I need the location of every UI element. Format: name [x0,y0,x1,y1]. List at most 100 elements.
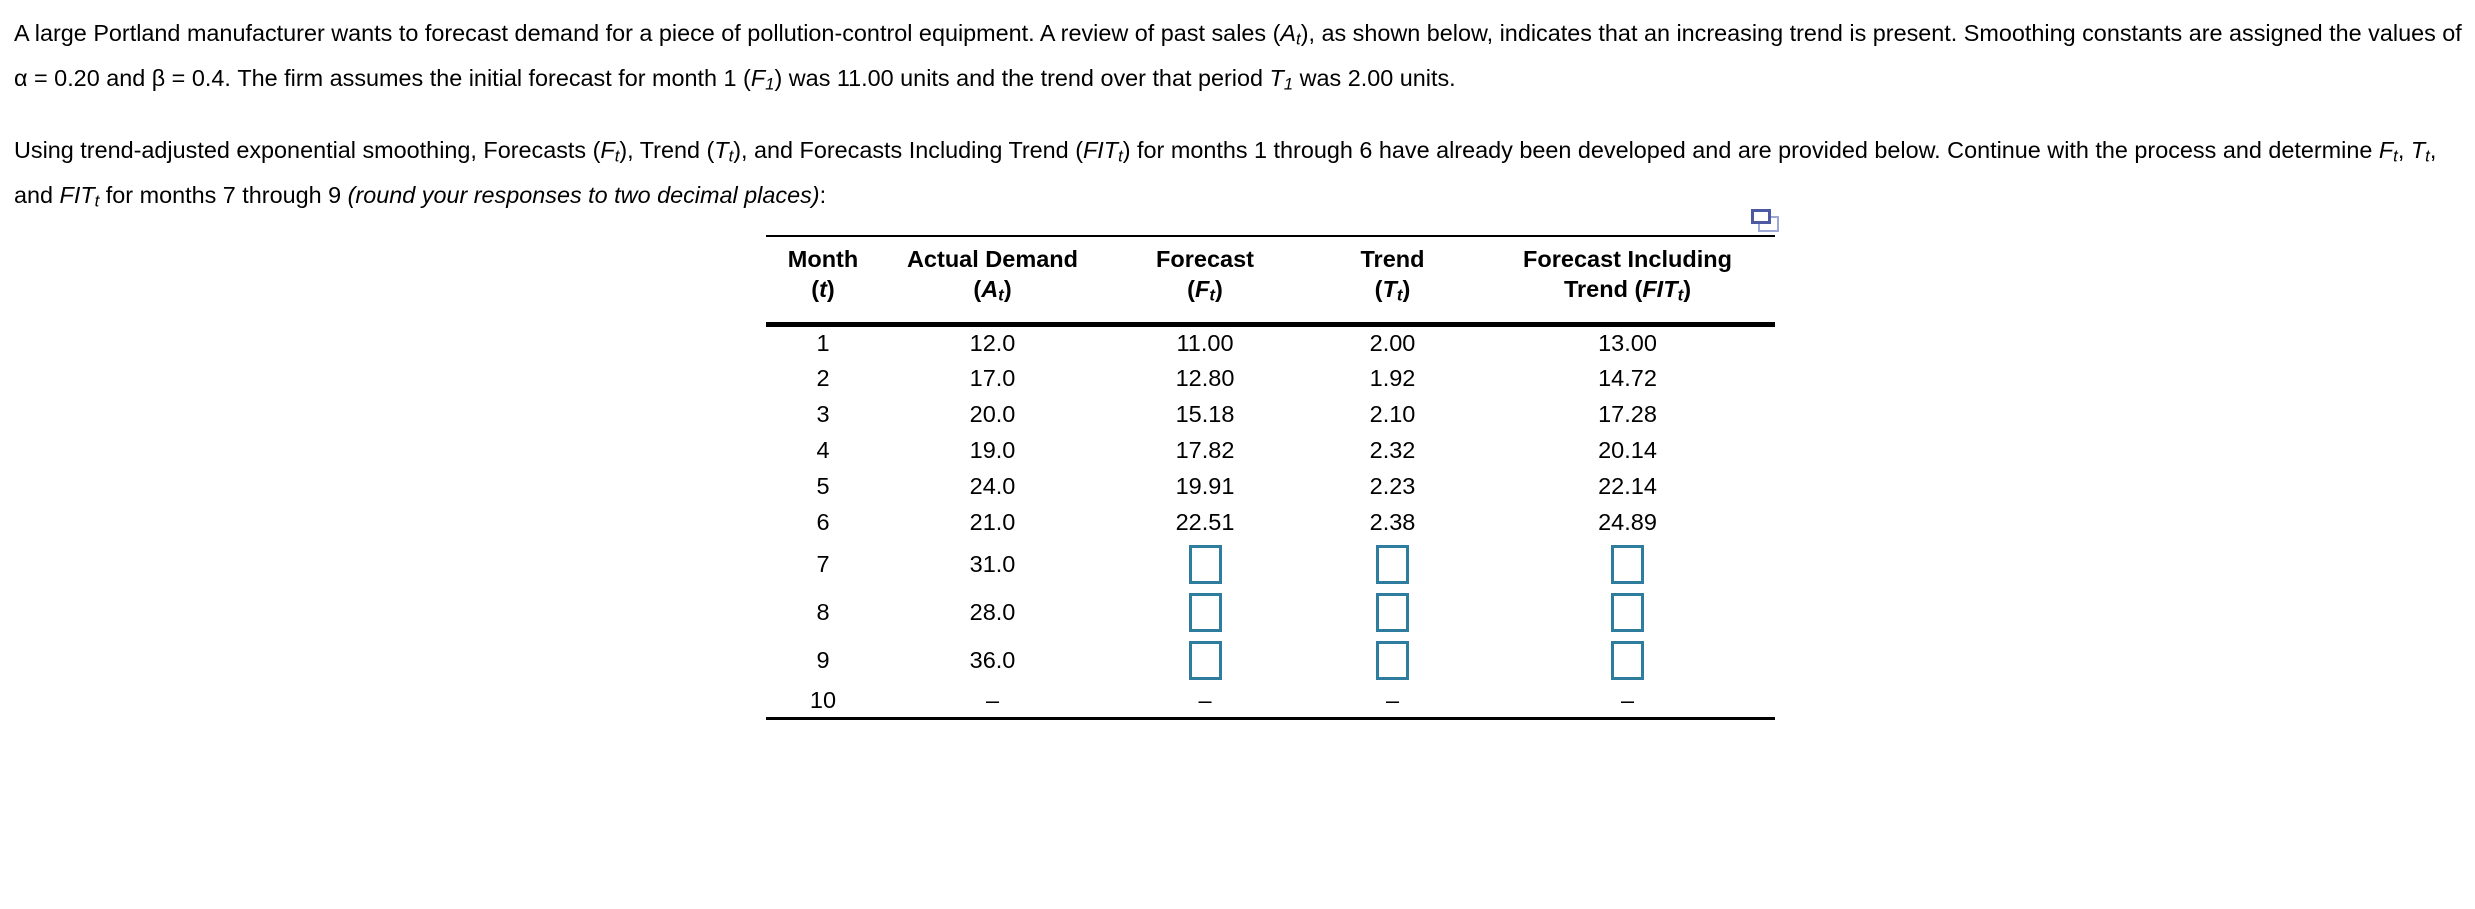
header-title: Forecast [1156,246,1254,272]
forecast-cell: 19.91 [1175,472,1235,499]
table-row: 9 36.0 [766,636,1775,684]
subscript: t [1677,285,1684,305]
month-cell: 2 [816,364,830,391]
text-run: ( [811,276,820,302]
trend-input-month-9[interactable] [1376,640,1409,680]
text-run: ) [1003,276,1012,302]
month-cell: 10 [766,684,880,720]
fit-input-month-8[interactable] [1611,592,1644,632]
month-cell: 3 [816,400,830,427]
trend-input-month-8[interactable] [1376,592,1409,632]
forecast-cell [1105,540,1305,588]
header-symbol: (At) [880,274,1105,311]
demand-forecast-table-wrap: Month (t) Actual Demand (At) Forecast (F… [766,234,1775,720]
subscript: t [1209,285,1215,305]
trend-cell: 2.38 [1369,508,1416,535]
fit-cell: 22.14 [1598,472,1657,499]
variable: F [2378,137,2394,164]
text-run: ) [1683,276,1692,302]
text-run: ) [1402,276,1411,302]
text-run: Trend ( [1563,276,1643,302]
forecast-cell [1105,636,1305,684]
text-run: ), and Forecasts Including Trend ( [733,137,1083,164]
text-run: was 2.00 units. [1293,64,1456,91]
table-row: 5 24.0 19.91 2.23 22.14 [766,468,1775,504]
header-symbol: (Ft) [1105,274,1305,311]
subscript: t [2393,147,2398,167]
forecast-cell: 12.80 [1175,364,1235,391]
fit-cell: – [1480,684,1775,720]
fit-cell: 17.28 [1598,400,1657,427]
trend-cell [1305,588,1480,636]
table-row: 1 12.0 11.00 2.00 13.00 [766,324,1775,360]
forecast-input-month-7[interactable] [1188,544,1222,584]
text-run: for months 7 through 9 [99,182,348,209]
text-run: ) [826,276,835,302]
subscript: t [94,191,100,211]
variable: T [1382,276,1397,302]
table-row: 10 – – – – [766,684,1775,720]
trend-cell: 2.23 [1369,472,1416,499]
trend-cell [1305,540,1480,588]
fit-cell [1480,540,1775,588]
table-row: 6 21.0 22.51 2.38 24.89 [766,504,1775,540]
month-cell: 4 [816,436,830,463]
demand-forecast-table: Month (t) Actual Demand (At) Forecast (F… [766,234,1775,720]
variable: T [2410,137,2426,164]
text-run: ( [1374,276,1383,302]
copy-table-icon[interactable] [1751,208,1780,234]
subscript: 1 [1283,74,1294,94]
month-cell: 1 [816,329,830,356]
fit-cell: 24.89 [1598,508,1657,535]
forecast-input-month-8[interactable] [1188,592,1222,632]
trend-cell: – [1305,684,1480,720]
italic-instruction: (round your responses to two decimal pla… [347,182,820,209]
variable: FIT [1082,137,1119,164]
header-title: Forecast Including [1523,246,1732,272]
text-run: Using trend-adjusted exponential smoothi… [14,137,601,164]
variable: F [600,137,615,164]
actual-demand-cell: 19.0 [969,436,1016,463]
forecast-cell: 17.82 [1175,436,1235,463]
actual-demand-cell: 36.0 [969,646,1016,673]
variable: T [1269,64,1284,91]
text-run: ( [973,276,982,302]
header-symbol: Trend (FITt) [1480,274,1775,311]
actual-demand-cell: 12.0 [969,329,1016,356]
forecast-cell: 22.51 [1175,508,1235,535]
text-run: ( [1187,276,1195,302]
fit-cell [1480,636,1775,684]
variable: FIT [59,182,95,209]
forecast-cell [1105,588,1305,636]
fit-input-month-9[interactable] [1611,640,1644,680]
fit-cell: 14.72 [1598,364,1657,391]
fit-cell: 20.14 [1598,436,1657,463]
header-row: Month (t) Actual Demand (At) Forecast (F… [766,234,1775,327]
problem-paragraph-2: Using trend-adjusted exponential smoothi… [14,131,2464,220]
variable: FIT [1642,276,1678,302]
fit-cell [1480,588,1775,636]
month-cell: 8 [816,598,830,625]
text-run: : [819,182,827,209]
copy-icon-front-rect [1751,209,1771,224]
trend-input-month-7[interactable] [1376,544,1409,584]
trend-cell: 2.00 [1369,329,1416,356]
table-row: 7 31.0 [766,540,1775,588]
fit-input-month-7[interactable] [1611,544,1644,584]
forecast-input-month-9[interactable] [1188,640,1222,680]
col-header-forecast-including-trend: Forecast Including Trend (FITt) [1480,234,1775,327]
subscript: t [2425,147,2430,167]
table-row: 3 20.0 15.18 2.10 17.28 [766,396,1775,432]
actual-demand-cell: 24.0 [969,472,1016,499]
text-run: ) was 11.00 units and the trend over tha… [774,64,1270,91]
forecast-cell: 11.00 [1176,329,1234,356]
variable: A [1280,20,1296,46]
fit-cell: 13.00 [1598,329,1657,356]
variable: A [981,276,999,302]
table-row: 4 19.0 17.82 2.32 20.14 [766,432,1775,468]
month-cell: 9 [816,646,830,673]
header-symbol: (Tt) [1305,274,1480,311]
subscript: t [998,285,1004,305]
trend-cell: 1.92 [1369,364,1416,391]
month-cell: 7 [816,550,830,577]
